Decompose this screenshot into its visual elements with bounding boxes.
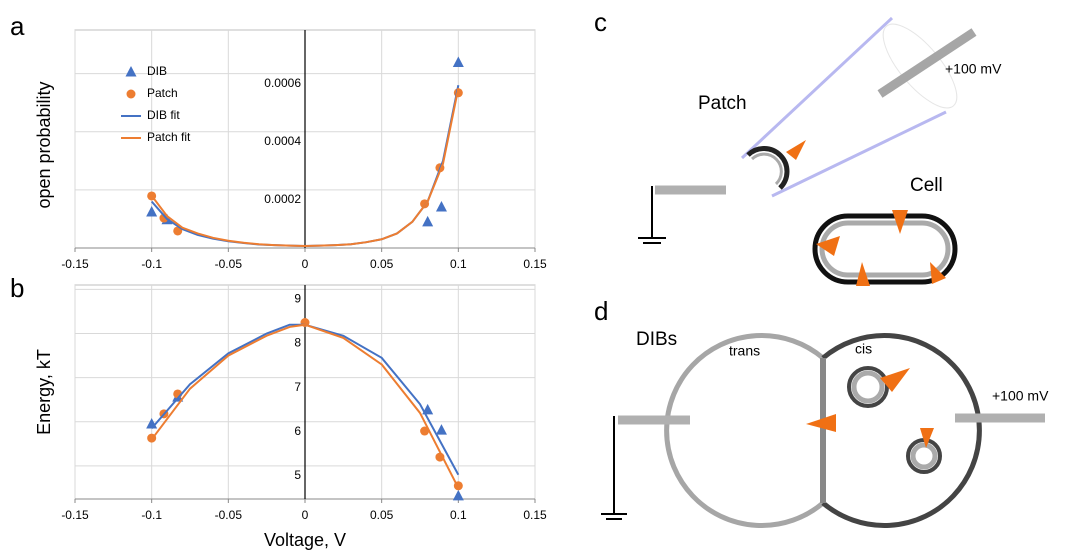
cis-label: cis [855, 341, 872, 357]
channel [806, 414, 836, 432]
pipette-wall [771, 110, 947, 198]
legend-label: DIB [147, 64, 167, 78]
vesicle [847, 366, 889, 408]
channel [920, 428, 934, 448]
patch-label: Patch [698, 93, 747, 114]
y-tick-label: 7 [294, 380, 301, 394]
pipette-wall [740, 16, 894, 160]
channel [786, 140, 806, 160]
membrane-patch [750, 152, 783, 186]
trans-droplet [664, 333, 825, 528]
electrode [877, 28, 977, 98]
data-point [422, 215, 434, 227]
x-tick-label: -0.05 [215, 257, 243, 271]
membrane-patch [746, 146, 790, 190]
legend-swatch [126, 89, 136, 99]
panel-label: c [594, 7, 607, 37]
x-tick-label: 0 [302, 508, 309, 522]
data-point [420, 426, 430, 436]
y-tick-label: 8 [294, 336, 301, 350]
data-point [452, 56, 464, 68]
data-point [452, 489, 464, 501]
x-tick-label: -0.1 [141, 257, 162, 271]
x-tick-label: 0.1 [450, 257, 467, 271]
cell-label: Cell [910, 175, 943, 196]
cis-droplet [821, 333, 982, 528]
data-point [146, 205, 158, 217]
y-tick-label: 0.0004 [264, 134, 301, 148]
y-tick-label: 9 [294, 292, 301, 306]
channel [816, 236, 840, 256]
panel-label: a [10, 11, 25, 41]
panel-label: d [594, 296, 608, 326]
x-axis-label: Voltage, V [264, 530, 346, 550]
x-tick-label: -0.15 [61, 257, 89, 271]
fit-line [150, 87, 460, 247]
y-tick-label: 6 [294, 424, 301, 438]
vesicle [910, 442, 938, 470]
x-tick-label: 0 [302, 257, 309, 271]
legend-label: DIB fit [147, 108, 180, 122]
legend-label: Patch [147, 86, 178, 100]
y-axis-label: Energy, kT [34, 349, 54, 435]
x-tick-label: -0.15 [61, 508, 89, 522]
y-tick-label: 0.0006 [264, 76, 301, 90]
panel-d: d DIBs trans cis +100 mV [594, 296, 1049, 528]
channel [930, 262, 946, 284]
y-axis-label: open probability [34, 81, 54, 208]
voltage-label: +100 mV [992, 388, 1049, 404]
x-tick-label: -0.05 [215, 508, 243, 522]
cell-membrane [812, 213, 958, 285]
trans-label: trans [729, 343, 760, 359]
x-tick-label: 0.15 [523, 508, 547, 522]
x-tick-label: -0.1 [141, 508, 162, 522]
voltage-label: +100 mV [945, 61, 1002, 77]
channel [892, 210, 908, 234]
channel [856, 262, 870, 286]
x-tick-label: 0.1 [450, 508, 467, 522]
data-point [435, 201, 447, 212]
x-tick-label: 0.05 [370, 257, 394, 271]
channel [880, 368, 910, 392]
fit-line [150, 323, 460, 489]
legend-swatch [125, 66, 137, 77]
data-point [435, 424, 447, 435]
x-tick-label: 0.15 [523, 257, 547, 271]
legend-label: Patch fit [147, 130, 191, 144]
panel-label: b [10, 273, 24, 303]
x-tick-label: 0.05 [370, 508, 394, 522]
fit-line [150, 323, 460, 476]
y-tick-label: 0.0002 [264, 192, 301, 206]
cell-membrane [819, 220, 951, 278]
panel-c: c +100 mV Patch Cell [594, 7, 1002, 286]
y-tick-label: 5 [294, 468, 301, 482]
vesicle [851, 370, 885, 404]
dibs-label: DIBs [636, 329, 677, 350]
